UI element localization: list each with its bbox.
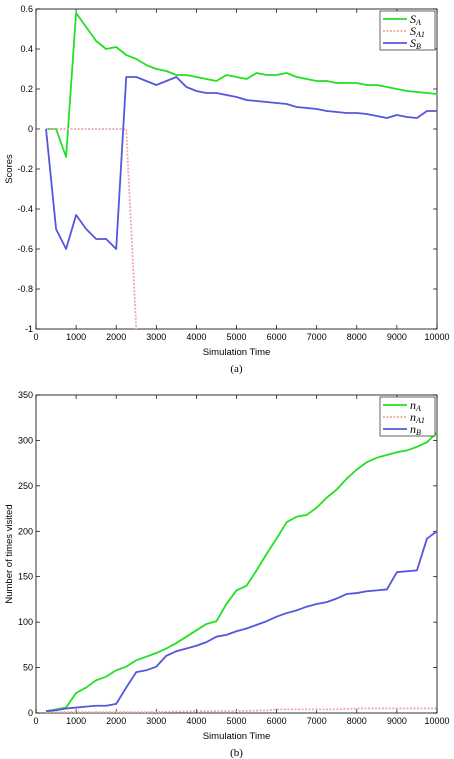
chart-a-y-tick-label: 0 xyxy=(28,124,33,134)
chart-a-x-tick-label: 6000 xyxy=(267,332,287,342)
chart-b-y-tick-label: 300 xyxy=(18,435,33,445)
chart-b-x-tick-label: 1000 xyxy=(66,716,86,726)
chart-a-y-tick-label: 0.6 xyxy=(20,4,33,14)
chart-a-x-tick-label: 9000 xyxy=(387,332,407,342)
chart-a-series xyxy=(45,12,438,330)
chart-b-y-tick-label: 0 xyxy=(28,708,33,718)
chart-b-series-n-a1 xyxy=(46,707,437,713)
chart-b-x-tick-label: 7000 xyxy=(307,716,327,726)
chart-b-y-ticks: 0 50 100 150 200 250 300 350 xyxy=(18,390,437,718)
chart-a-x-tick-label: 10000 xyxy=(424,332,449,342)
legend-b-label-n-a1: nA1 xyxy=(410,410,425,425)
chart-a-x-tick-label: 1000 xyxy=(66,332,86,342)
chart-b-y-tick-label: 250 xyxy=(18,481,33,491)
chart-a-x-tick-label: 3000 xyxy=(146,332,166,342)
chart-b-x-tick-label: 9000 xyxy=(387,716,407,726)
chart-b-series-n-a xyxy=(45,431,438,713)
chart-b-y-tick-label: 100 xyxy=(18,617,33,627)
chart-b-x-tick-label: 0 xyxy=(33,716,38,726)
chart-b-x-tick-label: 8000 xyxy=(347,716,367,726)
chart-b: 0 1000 2000 3000 4000 5000 6000 7000 8000 9000 100… xyxy=(4,390,450,759)
chart-a-x-tick-label: 4000 xyxy=(186,332,206,342)
legend-a-label-s-b: SB xyxy=(410,36,421,51)
chart-a-ylabel: Scores xyxy=(4,154,15,184)
chart-b-ylabel: Number of times visited xyxy=(4,504,15,603)
chart-b-x-ticks: 0 1000 2000 3000 4000 5000 6000 7000 8000 9000 100… xyxy=(33,395,450,726)
chart-b-series xyxy=(45,431,438,713)
chart-a-y-tick-label: -0.6 xyxy=(17,244,33,254)
chart-a-plot-frame xyxy=(35,8,438,330)
chart-a-x-tick-label: 0 xyxy=(33,332,38,342)
chart-a-y-tick-label: -1 xyxy=(25,324,33,334)
chart-a-series-s-b xyxy=(45,76,437,250)
chart-b-x-tick-label: 6000 xyxy=(267,716,287,726)
chart-a-x-tick-label: 8000 xyxy=(347,332,367,342)
legend-b-label-n-a: nA xyxy=(410,398,421,413)
chart-b-x-tick-label: 4000 xyxy=(186,716,206,726)
chart-b-x-tick-label: 3000 xyxy=(146,716,166,726)
chart-a-y-ticks: -1 -0.8 -0.6 -0.4 -0.2 0 0.2 0.4 0.6 xyxy=(17,4,437,334)
chart-a-series-s-a xyxy=(46,12,438,158)
chart-a-x-tick-label: 7000 xyxy=(307,332,327,342)
chart-a-xlabel: Simulation Time xyxy=(203,347,271,358)
chart-a: 0 1000 2000 3000 4000 5000 6000 7000 8000 9000 100… xyxy=(4,4,450,375)
chart-b-x-tick-label: 2000 xyxy=(106,716,126,726)
chart-a-y-tick-label: -0.8 xyxy=(17,284,33,294)
chart-a-series-s-a1 xyxy=(46,128,138,330)
chart-a-caption: (a) xyxy=(230,363,243,375)
chart-b-x-tick-label: 10000 xyxy=(424,716,449,726)
chart-b-y-tick-label: 150 xyxy=(18,572,33,582)
legend-a-label-s-a1: SA1 xyxy=(410,24,425,39)
chart-a-x-tick-label: 5000 xyxy=(226,332,246,342)
chart-a-x-ticks: 0 1000 2000 3000 4000 5000 6000 7000 8000 9000 100… xyxy=(33,9,450,342)
legend-b-label-n-b: nB xyxy=(410,422,421,437)
chart-b-xlabel: Simulation Time xyxy=(203,731,271,742)
legend-a-label-s-a: SA xyxy=(410,12,421,27)
chart-b-plot-frame xyxy=(35,394,438,714)
chart-b-y-tick-label: 350 xyxy=(18,390,33,400)
chart-b-x-tick-label: 5000 xyxy=(226,716,246,726)
chart-a-x-tick-label: 2000 xyxy=(106,332,126,342)
chart-b-series-n-b xyxy=(45,530,438,713)
chart-a-y-tick-label: 0.2 xyxy=(20,84,33,94)
chart-b-caption: (b) xyxy=(230,747,243,759)
chart-a-y-tick-label: 0.4 xyxy=(20,44,33,54)
chart-a-y-tick-label: -0.4 xyxy=(17,204,33,214)
chart-b-y-tick-label: 50 xyxy=(23,663,33,673)
chart-b-y-tick-label: 200 xyxy=(18,526,33,536)
chart-a-y-tick-label: -0.2 xyxy=(17,164,33,174)
